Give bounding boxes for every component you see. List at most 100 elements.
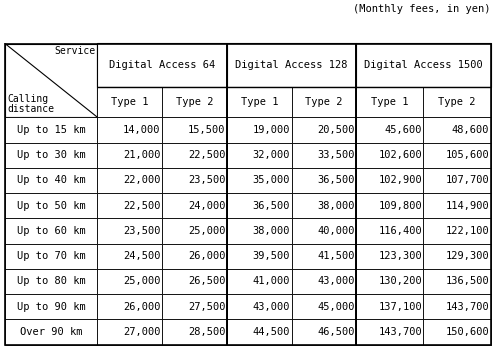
Text: 21,000: 21,000	[123, 150, 161, 160]
Bar	[423, 117, 491, 142]
Text: Up to 80 km: Up to 80 km	[17, 276, 86, 286]
Text: 38,000: 38,000	[253, 226, 290, 236]
Text: 43,000: 43,000	[317, 276, 355, 286]
Text: 136,500: 136,500	[445, 276, 489, 286]
Bar	[356, 117, 423, 142]
Text: 23,500: 23,500	[123, 226, 161, 236]
Text: 36,500: 36,500	[317, 175, 355, 185]
Bar	[292, 168, 356, 193]
Bar	[356, 87, 423, 117]
Text: 102,900: 102,900	[378, 175, 422, 185]
Bar	[227, 218, 292, 244]
Text: 105,600: 105,600	[445, 150, 489, 160]
Bar	[423, 193, 491, 218]
Bar	[5, 168, 98, 193]
Text: 150,600: 150,600	[445, 327, 489, 337]
Bar	[227, 142, 292, 168]
Text: 15,500: 15,500	[188, 125, 225, 135]
Text: 33,500: 33,500	[317, 150, 355, 160]
Text: 22,000: 22,000	[123, 175, 161, 185]
Text: 44,500: 44,500	[253, 327, 290, 337]
Bar	[292, 294, 356, 319]
Text: 25,000: 25,000	[188, 226, 225, 236]
Text: Up to 50 km: Up to 50 km	[17, 201, 86, 211]
Bar	[98, 269, 162, 294]
Text: Up to 40 km: Up to 40 km	[17, 175, 86, 185]
Bar	[98, 44, 227, 87]
Text: 26,500: 26,500	[188, 276, 225, 286]
Bar	[292, 142, 356, 168]
Text: 39,500: 39,500	[253, 251, 290, 261]
Text: 122,100: 122,100	[445, 226, 489, 236]
Bar	[292, 319, 356, 345]
Bar	[423, 269, 491, 294]
Text: 143,700: 143,700	[445, 302, 489, 312]
Bar	[292, 218, 356, 244]
Bar	[356, 44, 491, 87]
Bar	[98, 193, 162, 218]
Bar	[227, 269, 292, 294]
Bar	[227, 244, 292, 269]
Text: 20,500: 20,500	[317, 125, 355, 135]
Text: 25,000: 25,000	[123, 276, 161, 286]
Bar	[162, 142, 227, 168]
Bar	[5, 218, 98, 244]
Bar	[292, 193, 356, 218]
Text: 41,000: 41,000	[253, 276, 290, 286]
Text: Service: Service	[54, 46, 96, 56]
Text: Type 1: Type 1	[241, 97, 278, 107]
Bar	[292, 269, 356, 294]
Bar	[292, 87, 356, 117]
Text: 23,500: 23,500	[188, 175, 225, 185]
Bar	[98, 294, 162, 319]
Text: Type 1: Type 1	[371, 97, 409, 107]
Bar	[356, 269, 423, 294]
Bar	[98, 218, 162, 244]
Bar	[423, 319, 491, 345]
Bar	[227, 44, 356, 87]
Bar	[227, 117, 292, 142]
Text: 45,000: 45,000	[317, 302, 355, 312]
Text: 123,300: 123,300	[378, 251, 422, 261]
Text: 107,700: 107,700	[445, 175, 489, 185]
Bar	[162, 269, 227, 294]
Text: Type 1: Type 1	[111, 97, 148, 107]
Bar	[162, 218, 227, 244]
Bar	[292, 244, 356, 269]
Bar	[98, 87, 162, 117]
Bar	[5, 44, 491, 345]
Text: Calling
distance: Calling distance	[7, 94, 54, 114]
Text: Digital Access 1500: Digital Access 1500	[364, 60, 483, 70]
Text: Up to 70 km: Up to 70 km	[17, 251, 86, 261]
Bar	[227, 319, 292, 345]
Bar	[162, 117, 227, 142]
Bar	[423, 218, 491, 244]
Text: 48,600: 48,600	[452, 125, 489, 135]
Text: 26,000: 26,000	[188, 251, 225, 261]
Text: 143,700: 143,700	[378, 327, 422, 337]
Text: Over 90 km: Over 90 km	[20, 327, 82, 337]
Bar	[98, 142, 162, 168]
Text: Up to 60 km: Up to 60 km	[17, 226, 86, 236]
Text: 28,500: 28,500	[188, 327, 225, 337]
Text: 35,000: 35,000	[253, 175, 290, 185]
Bar	[356, 142, 423, 168]
Bar	[98, 319, 162, 345]
Bar	[5, 319, 98, 345]
Bar	[162, 87, 227, 117]
Bar	[162, 193, 227, 218]
Text: 24,000: 24,000	[188, 201, 225, 211]
Bar	[356, 218, 423, 244]
Text: 24,500: 24,500	[123, 251, 161, 261]
Bar	[423, 87, 491, 117]
Text: Up to 30 km: Up to 30 km	[17, 150, 86, 160]
Text: 14,000: 14,000	[123, 125, 161, 135]
Bar	[227, 87, 292, 117]
Text: 27,500: 27,500	[188, 302, 225, 312]
Text: Up to 90 km: Up to 90 km	[17, 302, 86, 312]
Text: Digital Access 64: Digital Access 64	[109, 60, 215, 70]
Text: 36,500: 36,500	[253, 201, 290, 211]
Text: 46,500: 46,500	[317, 327, 355, 337]
Text: Up to 15 km: Up to 15 km	[17, 125, 86, 135]
Bar	[5, 193, 98, 218]
